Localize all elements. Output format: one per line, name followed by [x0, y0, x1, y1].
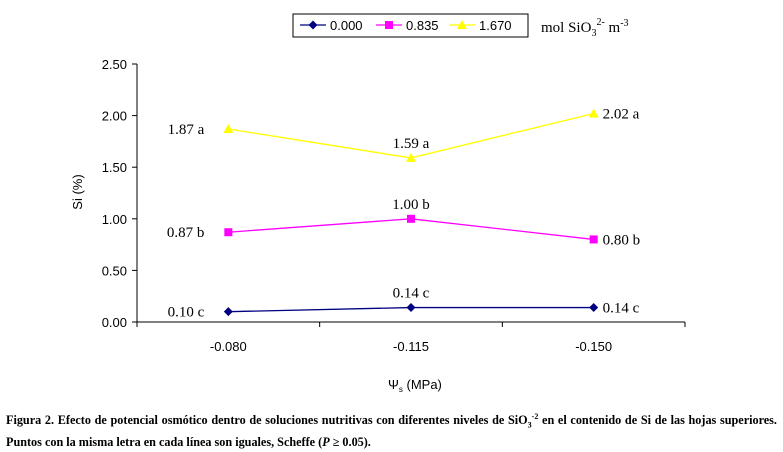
- caption-p-italic: P: [322, 434, 330, 449]
- y-tick-label: 0.00: [102, 315, 127, 330]
- legend-marker: [385, 21, 393, 29]
- legend-unit-part: m: [605, 20, 621, 36]
- data-label: 0.87 b: [167, 225, 205, 241]
- legend-unit-part: -3: [620, 18, 628, 29]
- legend-entry-2: 1.670: [449, 18, 512, 33]
- data-label: 1.87 a: [168, 122, 205, 138]
- x-label-unit: (MPa): [403, 377, 442, 392]
- series-2: [223, 108, 599, 162]
- legend-unit-part: 3: [591, 28, 596, 39]
- data-point: [223, 307, 233, 317]
- x-label-sub: s: [399, 385, 403, 394]
- series-0: [223, 303, 599, 317]
- y-tick-label: 2.50: [102, 57, 127, 72]
- figure-caption: Figura 2. Efecto de potencial osmótico d…: [6, 409, 777, 450]
- legend-entry-1: 0.835: [376, 18, 439, 33]
- x-tick-label: -0.080: [210, 339, 247, 354]
- data-point: [588, 108, 599, 118]
- data-label: 0.80 b: [603, 232, 641, 248]
- legend-unit-part: mol SiO: [541, 20, 592, 36]
- series-1: [224, 214, 598, 244]
- data-label: 1.00 b: [392, 197, 430, 213]
- data-label: 0.14 c: [393, 286, 430, 302]
- x-axis-label: Ψs (MPa): [388, 377, 442, 394]
- data-point: [589, 235, 598, 244]
- y-tick-label: 1.00: [102, 212, 127, 227]
- caption-text-1: Figura 2. Efecto de potencial osmótico d…: [6, 413, 528, 428]
- data-point: [406, 303, 416, 313]
- caption-text-2: en el contenido de Si de las hojas super…: [6, 413, 777, 449]
- x-label-symbol: Ψ: [388, 377, 399, 392]
- data-point: [223, 124, 234, 134]
- data-point: [224, 228, 233, 237]
- y-axis-label: Si (%): [70, 174, 85, 209]
- data-label: 0.10 c: [168, 305, 205, 321]
- legend-unit-part: 2-: [596, 17, 604, 28]
- data-label: 0.14 c: [603, 301, 640, 317]
- caption-sub: 3: [527, 420, 532, 430]
- legend: 0.000 0.835 1.670: [292, 13, 529, 38]
- legend-label: 0.835: [406, 18, 439, 33]
- data-point: [406, 152, 416, 162]
- legend-label: 1.670: [479, 18, 512, 33]
- data-point: [589, 303, 599, 313]
- caption-text-3: ≥ 0.05).: [329, 434, 371, 449]
- x-tick-label: -0.115: [393, 339, 429, 354]
- x-tick-label: -0.150: [575, 339, 612, 354]
- caption-sup: -2: [531, 412, 539, 421]
- line-chart: 0.000 0.835 1.670 mol SiO32- m-3 0.00 0.50 1…: [70, 13, 686, 394]
- y-tick-label: 2.00: [102, 109, 127, 124]
- data-label: 2.02 a: [603, 107, 640, 123]
- y-tick-label: 0.50: [102, 263, 127, 278]
- legend-label: 0.000: [330, 18, 363, 33]
- legend-marker: [308, 20, 318, 30]
- legend-marker: [457, 20, 467, 29]
- legend-entry-0: 0.000: [300, 18, 363, 33]
- legend-unit-label: mol SiO32- m-3: [541, 17, 629, 39]
- data-point: [407, 214, 415, 223]
- data-label: 1.59 a: [393, 136, 430, 152]
- legend-box: [292, 13, 529, 38]
- y-tick-label: 1.50: [102, 160, 127, 175]
